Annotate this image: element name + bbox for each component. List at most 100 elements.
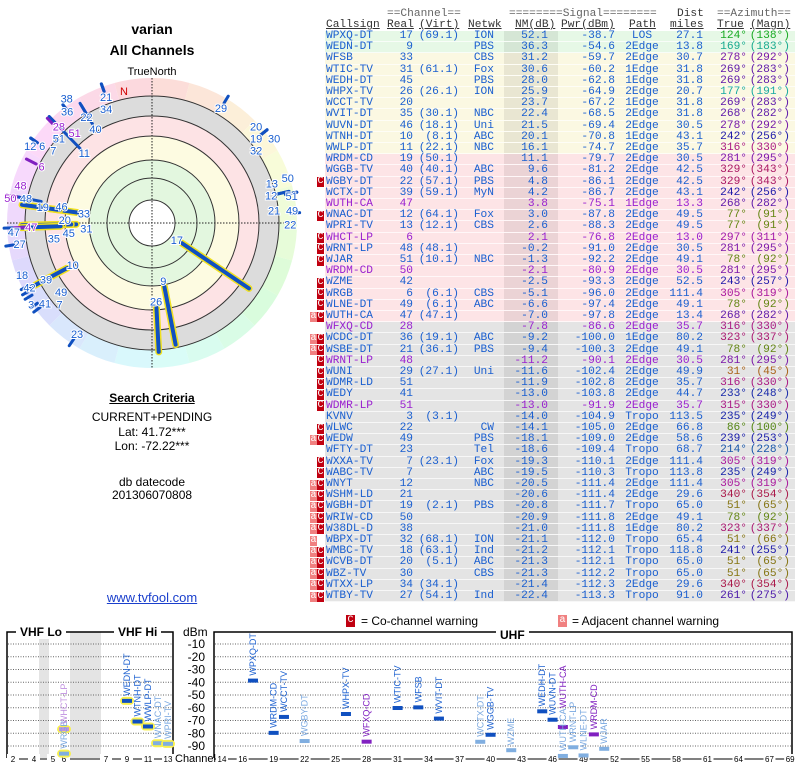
cell-dist: 43.1 [676,186,703,199]
table-row[interactable]: WWLP-DT 11 (22.1) NBC 16.1 -74.7 2Edge 35.7 316°… [325,142,795,155]
signal-bar [57,125,82,151]
table-row[interactable]: WHPX-TV 26 (26.1) ION 25.9 -64.9 2Edge 20.7 177°… [325,86,795,99]
cell-dist: 68.7 [676,444,703,457]
adjacent-channel-warning: a [310,478,317,490]
table-row[interactable]: WGBH-DT 19 (2.1) PBS -20.8 -111.7 Tropo 65.0 51°… [325,500,795,513]
table-row[interactable]: WFTY-DT 23 Tel -18.6 -109.4 Tropo 68.7 214° (228… [325,444,795,457]
table-row[interactable]: WEDH-DT 45 PBS 28.0 -62.8 1Edge 31.8 269° (283°) [325,74,795,87]
table-row[interactable]: WEDW 49 PBS -18.1 -109.0 2Edge 58.6 239° (253°) [325,433,795,446]
cell-path: 2Edge [625,52,659,65]
table-row[interactable]: WHCT-LP 6 2.1 -76.8 2Edge 13.0 297° (311°) [325,232,795,244]
latitude: Lat: 41.72*** [118,425,186,439]
x-tick-label: 5 [51,755,56,764]
cell-dist: 111.4 [669,287,703,300]
table-row[interactable]: WCVB-DT 20 (5.1) ABC -21.3 -112.1 Tropo 65.0 51°… [325,557,795,569]
tick-bg [28,754,40,764]
radar-channel-label: 40 [89,124,101,136]
table-row[interactable]: WLNE-DT 49 (6.1) ABC -6.6 -97.4 2Edge 49.1 78° (9… [325,299,795,311]
table-row[interactable]: WBZ-TV 30 CBS -21.3 -112.2 Tropo 65.0 51° (65°) [325,567,795,580]
table-row[interactable]: WUTH-CA 47 (47.1) -7.0 -97.8 2Edge 13.4 268° (28… [325,310,795,323]
cell-dist: 113.5 [669,410,703,423]
table-row[interactable]: WBPX-DT 32 (68.1) ION -21.1 -112.0 Tropo 65.4 51… [325,534,795,547]
radar-channel-label: 29 [215,103,227,115]
cell-path: 2Edge [625,108,659,121]
cell-magn-az: (256°) [749,130,790,143]
table-row[interactable]: WRNT-LP 48 (48.1) -0.2 -91.0 2Edge 30.5 281° (29… [325,243,795,255]
table-row[interactable]: WRIW-CD 50 -20.9 -111.8 2Edge 49.1 78° (92°) [325,511,795,524]
cell-magn-az: (92°) [756,343,790,356]
cell-pwr: -104.9 [574,410,615,423]
cell-magn-az: (283°) [749,74,790,87]
table-row[interactable]: WLWC 22 CW -14.1 -105.0 2Edge 66.8 86° (100°) [325,422,795,435]
table-row[interactable]: WUTH-CA 47 3.8 -75.1 1Edge 13.3 268° (282°) [325,198,795,211]
table-row[interactable]: KVNV 3 (3.1) -14.0 -104.9 Tropo 113.5 235° (249°… [325,410,795,423]
table-row[interactable]: WNYT 12 NBC -20.5 -111.4 2Edge 111.4 305° (319°) [325,478,795,491]
table-row[interactable]: WTNH-DT 10 (8.1) ABC 20.1 -70.8 1Edge 43.1 242°(… [325,130,795,143]
cell-magn-az: (354°) [749,578,790,591]
table-row[interactable]: WFXQ-CD 28 -7.8 -86.6 2Edge 35.7 316° (330°) [325,321,795,334]
cell-real: 26 [399,86,413,98]
cell-netwk: Uni [473,366,494,378]
table-row[interactable]: WVIT-DT 35 (30.1) NBC 22.4 -68.5 2Edge 31.8 268°… [325,108,795,121]
cell-nm: 21.5 [521,119,548,132]
table-row[interactable]: WRNT-LP 48 -11.2 -90.1 2Edge 30.5 281° (295°) [325,355,795,367]
nm-column-shade [504,355,558,366]
radar-channel-label: 42 [23,283,35,295]
radar-channel-label: 36 [61,107,73,119]
cell-real: 35 [399,108,413,121]
cell-callsign: WPRI-TV [326,220,373,233]
table-row[interactable]: WNAC-DT 12 (64.1) Fox 3.0 -87.8 2Edge 49.5 77° (9… [325,209,795,222]
cell-netwk: CBS [473,52,494,65]
table-row[interactable]: WMBC-TV 18 (63.1) Ind -21.2 -112.1 Tropo 118.8 2… [325,545,795,558]
table-row[interactable]: WPXQ-DT 17 (69.1) ION 52.1 -38.7 LOS 27.1 124° (1… [325,30,795,43]
table-row[interactable]: WTXX-LP 34 (34.1) -21.4 -112.3 2Edge 29.6 340°(… [325,578,795,591]
table-row[interactable]: WCTX-DT 39 (59.1) MyN 4.2 -86.7 2Edge 43.1 242°(… [325,186,795,199]
station-bar-label: WRNT-LP [568,702,578,743]
table-row[interactable]: WCCT-TV 20 23.7 -67.2 1Edge 31.8 269° (283°) [325,97,795,110]
cell-callsign: WLWC [326,422,353,434]
tvfool-link[interactable]: www.tvfool.com [106,590,198,605]
table-row[interactable]: WSBE-DT 21 (36.1) PBS -9.4 -100.3 2Edge 49.1 78°… [325,343,795,356]
cell-dist: 49.1 [676,254,703,266]
nm-column-shade [504,512,558,523]
co-channel-warning: C [317,355,324,367]
table-row[interactable]: WTBY-TV 27 (54.1) Ind -22.4 -113.3 Tropo 91.0 26… [325,590,795,603]
cell-path: 2Edge [625,119,659,132]
cell-dist: 13.8 [676,41,703,54]
cell-nm: 9.6 [527,164,548,177]
table-row[interactable]: WRDM-CD 50 -2.1 -80.9 2Edge 30.5 281° (295°) [325,265,795,278]
cell-real: 10 [399,130,413,143]
table-row[interactable]: WEDY 41 -13.0 -103.8 2Edge 44.7 233° (248°) [325,389,795,401]
cell-callsign: WRDM-CD [326,265,373,278]
cell-magn-az: (295°) [749,153,790,166]
table-row[interactable]: WRGB 6 (6.1) CBS -5.1 -96.0 2Edge 111.4 305° (319… [325,287,795,300]
cell-dist: 49.5 [676,209,703,222]
table-row[interactable]: WABC-TV 7 ABC -19.5 -110.3 Tropo 113.8 235° (249… [325,467,795,479]
radar-channel-label: 21 [268,206,280,218]
cell-nm: -20.9 [514,511,548,524]
table-row[interactable]: WCDC-DT 36 (19.1) ABC -9.2 -100.0 1Edge 80.2 323… [325,333,795,345]
table-row[interactable]: WRDM-CD 19 (50.1) 11.1 -79.7 2Edge 30.5 281° (29… [325,153,795,166]
table-row[interactable]: W38DL-D 38 -21.0 -111.8 1Edge 80.2 323° (337°) [325,523,795,535]
table-row[interactable]: WEDN-DT 9 PBS 36.3 -54.6 2Edge 13.8 169° (183°) [325,41,795,54]
table-row[interactable]: WJAR 51 (10.1) NBC -1.3 -92.2 2Edge 49.1 78° (92°… [325,254,795,267]
cell-dist: 65.0 [676,500,703,513]
nm-column-shade [504,546,558,557]
cell-nm: 36.3 [521,41,548,54]
nm-column-shade [504,53,558,64]
table-row[interactable]: WUNI 29 (27.1) Uni -11.6 -102.4 2Edge 49.9 31° (4… [325,366,795,379]
table-row[interactable]: WGBY-DT 22 (57.1) PBS 4.8 -86.1 2Edge 42.5 329°(… [325,176,795,188]
table-row[interactable]: WUVN-DT 46 (18.1) Uni 21.5 -69.4 2Edge 30.5 278°… [325,119,795,132]
table-row[interactable]: WZME 42 -2.5 -93.3 2Edge 52.5 243° (257°) [325,277,795,289]
table-row[interactable]: WXXA-TV 7 (23.1) Fox -19.3 -110.1 2Edge 111.4 30… [325,456,795,468]
table-row[interactable]: WDMR-LD 51 -11.9 -102.8 2Edge 35.7 316° (330°) [325,377,795,390]
table-row[interactable]: WFSB 33 CBS 31.2 -59.7 2Edge 30.7 278° (292°) [325,52,795,65]
table-row[interactable]: WDMR-LP 51 -13.0 -91.9 2Edge 35.7 315° (330°) [325,400,795,412]
table-row[interactable]: WPRI-TV 13 (12.1) CBS 2.6 -88.3 2Edge 49.5 77° (9… [325,220,795,233]
table-row[interactable]: WTIC-TV 31 (61.1) Fox 30.6 -60.2 1Edge 31.8 269°… [325,64,795,76]
radar-channel-label: 22 [284,220,296,232]
table-row[interactable]: WSHM-LD 21 -20.6 -111.4 2Edge 29.6 340° (354°) [325,489,795,502]
table-row[interactable]: WGGB-TV 40 (40.1) ABC 9.6 -81.2 2Edge 42.5 329°(… [325,164,795,177]
signal-bar [78,101,90,118]
cell-true-az: 51° [726,567,747,580]
